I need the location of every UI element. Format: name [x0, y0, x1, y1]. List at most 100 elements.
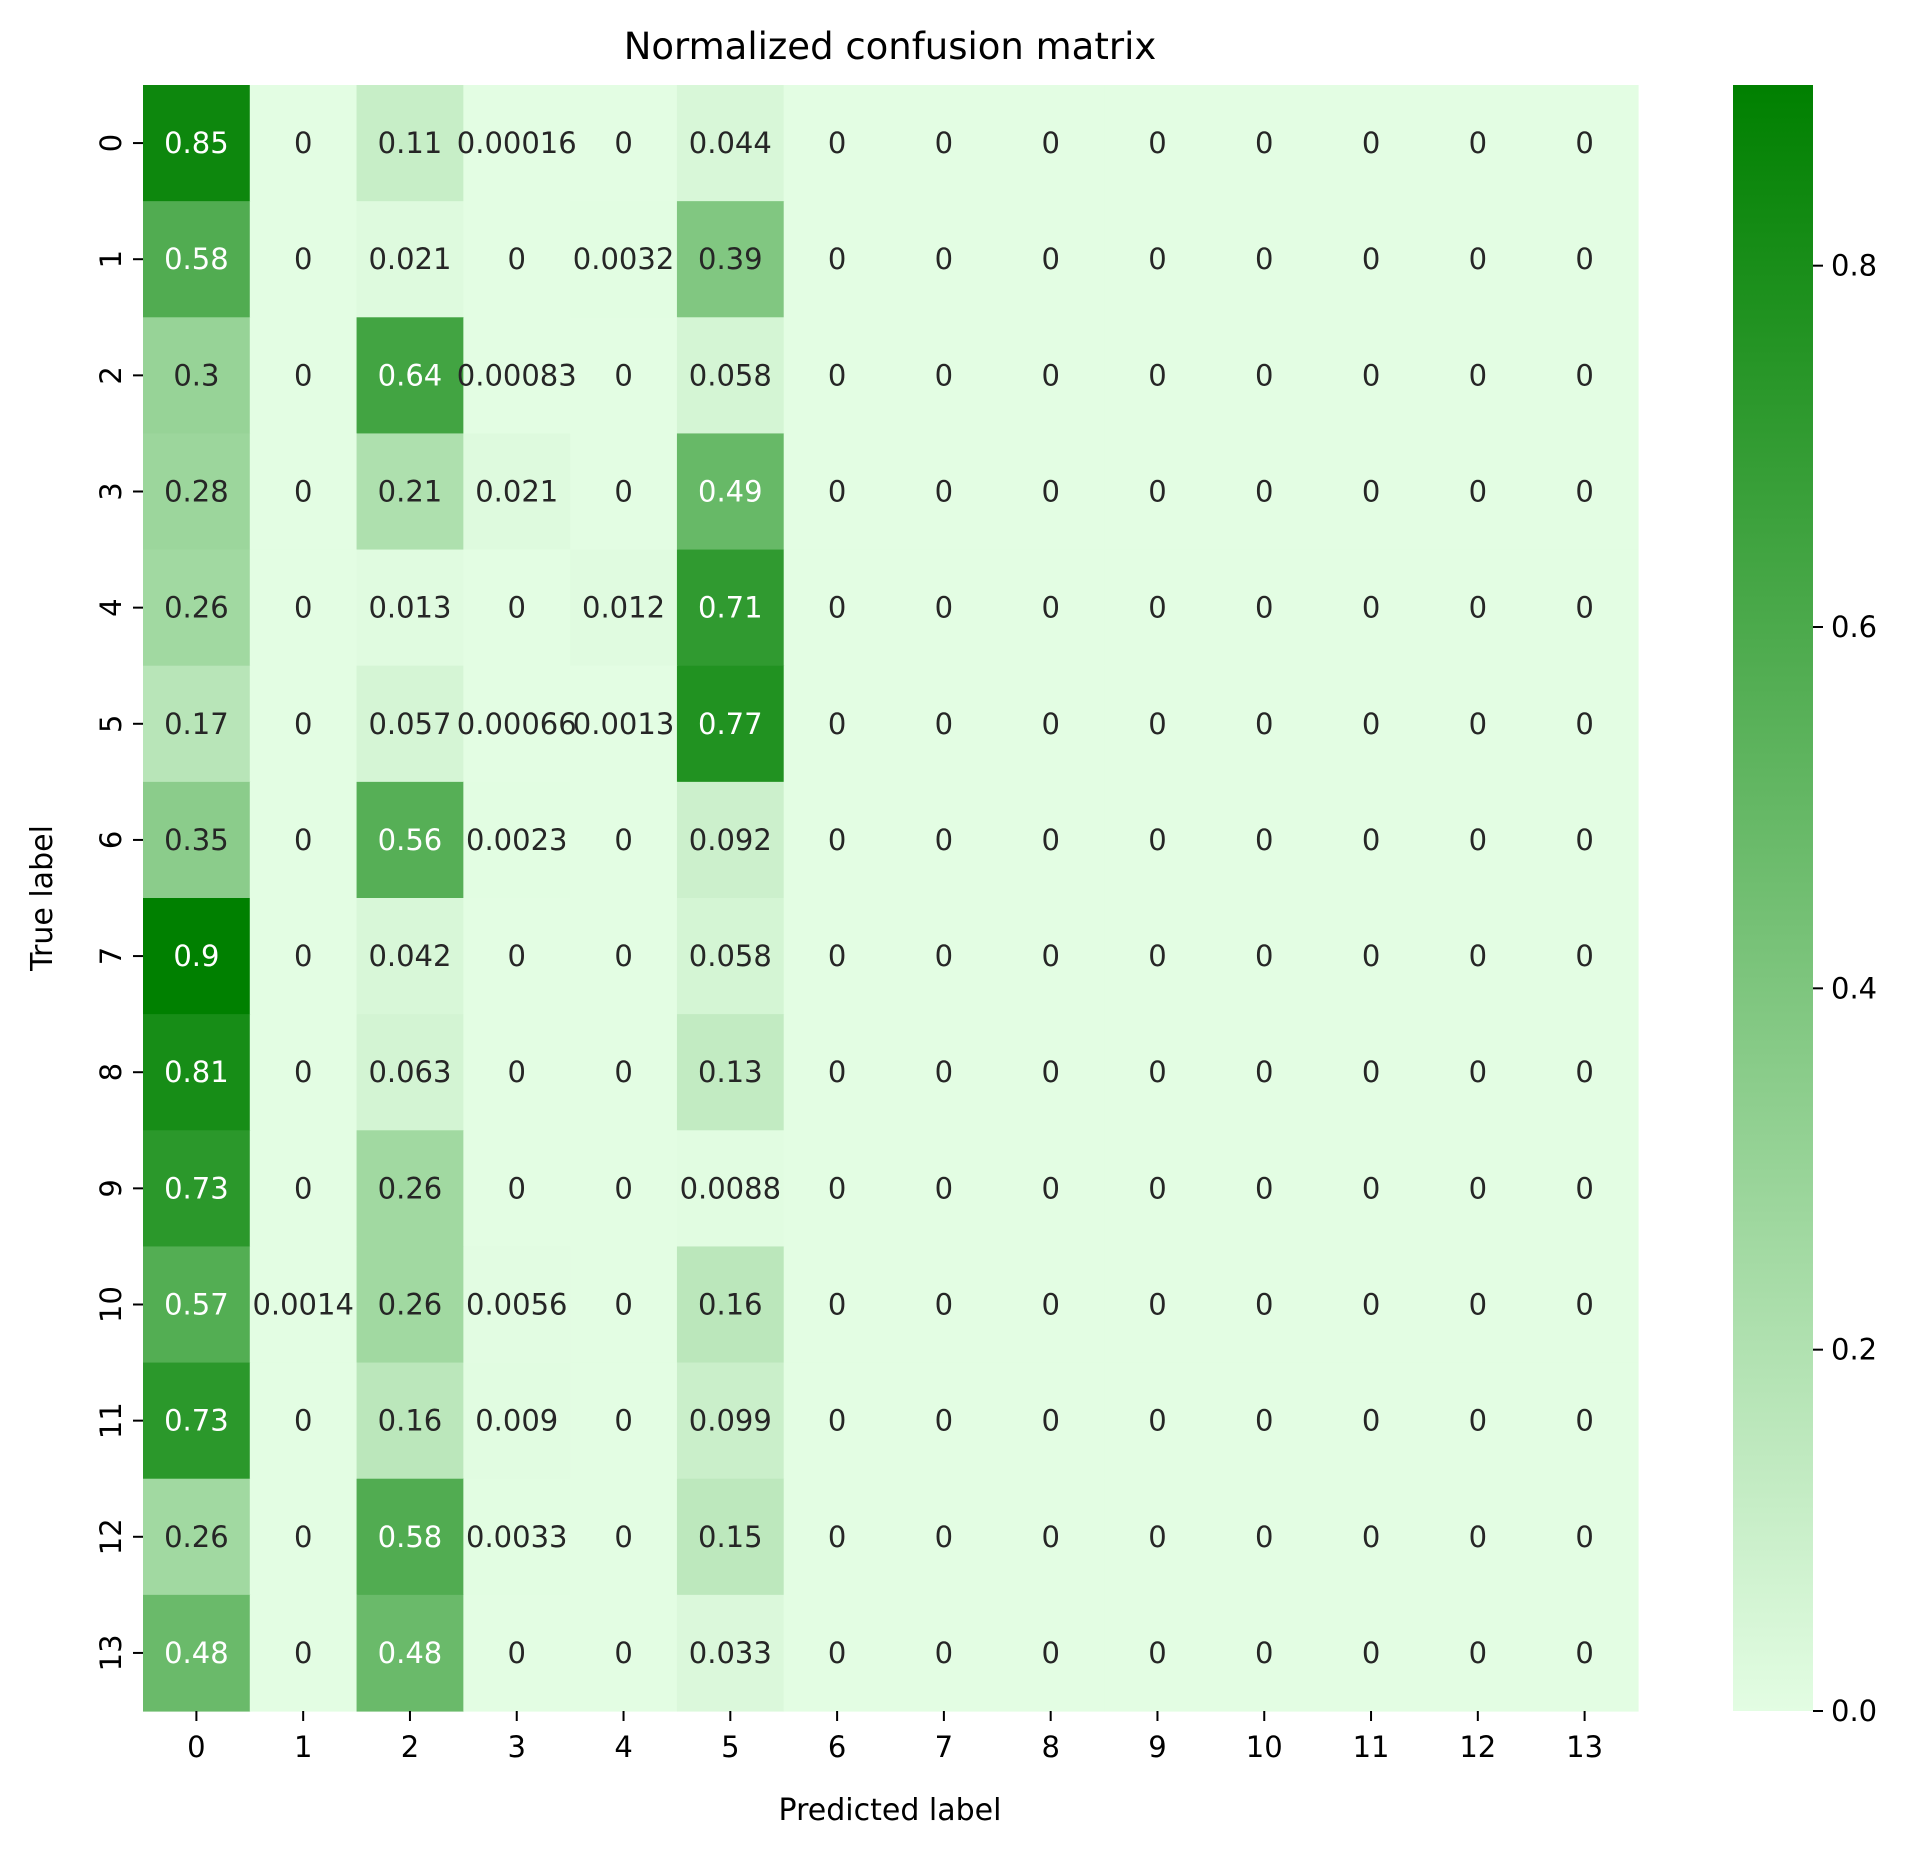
cell-value-label: 0	[614, 1288, 632, 1322]
heatmap-cell	[249, 1478, 358, 1596]
x-axis-label: Predicted label	[779, 1793, 1002, 1828]
heatmap-cell	[249, 898, 358, 1015]
heatmap-cell	[143, 549, 251, 667]
cell-value-label: 0	[935, 475, 953, 509]
cell-value-label: 0	[614, 1520, 632, 1554]
heatmap-cell	[143, 1362, 251, 1480]
heatmap-cell	[676, 549, 785, 667]
cell-value-label: 0	[1575, 823, 1593, 857]
cell-value-label: 0.0088	[680, 1171, 781, 1205]
cell-value-label: 0	[1469, 126, 1487, 160]
cell-value-label: 0.11	[378, 126, 443, 160]
cell-value-label: 0	[1575, 707, 1593, 741]
heatmap-cell	[143, 1246, 251, 1364]
heatmap-cell	[1104, 85, 1212, 202]
cell-value-label: 0.021	[475, 475, 558, 509]
heatmap-cell	[463, 1478, 571, 1596]
heatmap-cell	[356, 201, 464, 318]
x-tick-label: 7	[935, 1730, 953, 1764]
cell-value-label: 0	[1255, 1288, 1273, 1322]
cell-value-label: 0	[1041, 1520, 1059, 1554]
cell-value-label: 0	[614, 939, 632, 973]
cell-value-label: 0	[935, 823, 953, 857]
cell-value-label: 0	[1362, 823, 1380, 857]
heatmap-cell	[463, 665, 571, 783]
heatmap-cell	[143, 665, 251, 783]
heatmap-cell	[1104, 317, 1212, 435]
cell-value-label: 0.00066	[457, 707, 577, 741]
cell-value-label: 0.021	[368, 242, 451, 276]
cell-value-label: 0.0032	[573, 242, 674, 276]
cell-value-label: 0	[1148, 1636, 1166, 1670]
cell-value-label: 0.013	[368, 591, 451, 625]
cell-value-label: 0	[1575, 475, 1593, 509]
heatmap-cell	[783, 781, 892, 899]
heatmap-cell	[143, 1478, 251, 1596]
cell-value-label: 0	[294, 242, 312, 276]
colorbar-tick-label: 0.0	[1831, 1694, 1877, 1728]
cell-value-label: 0	[1362, 1055, 1380, 1089]
cell-value-label: 0.26	[164, 1520, 229, 1554]
cell-value-label: 0	[614, 1171, 632, 1205]
y-tick-label: 5	[94, 715, 128, 733]
cell-value-label: 0	[1041, 939, 1059, 973]
heatmap-cell	[1317, 549, 1426, 667]
cell-value-label: 0	[828, 242, 846, 276]
cell-value-label: 0	[1362, 1404, 1380, 1438]
cell-value-label: 0	[828, 1055, 846, 1089]
cell-value-label: 0	[1148, 126, 1166, 160]
cell-value-label: 0	[1148, 1288, 1166, 1322]
heatmap-cell	[1424, 1130, 1532, 1248]
heatmap-cell	[1210, 433, 1319, 551]
cell-value-label: 0	[508, 939, 526, 973]
heatmap-cell	[676, 85, 785, 202]
cell-value-label: 0.058	[689, 358, 772, 392]
y-tick-label: 7	[94, 947, 128, 965]
cell-value-label: 0	[294, 475, 312, 509]
heatmap-cell	[1531, 1130, 1639, 1248]
cell-value-label: 0.21	[378, 475, 443, 509]
heatmap-cell	[1531, 549, 1639, 667]
heatmap-cell	[997, 898, 1105, 1015]
cell-value-label: 0	[1469, 242, 1487, 276]
heatmap-cell	[890, 1014, 998, 1131]
cell-value-label: 0	[1255, 823, 1273, 857]
cell-value-label: 0	[294, 1055, 312, 1089]
x-tick-label: 9	[1148, 1730, 1166, 1764]
heatmap-cell	[1210, 1014, 1319, 1131]
heatmap-cell	[1424, 549, 1532, 667]
x-tick-label: 10	[1246, 1730, 1283, 1764]
heatmap-cell	[1424, 85, 1532, 202]
x-tick-label: 2	[401, 1730, 419, 1764]
cell-value-label: 0	[294, 1171, 312, 1205]
cell-value-label: 0	[1575, 242, 1593, 276]
cell-value-label: 0	[1362, 1520, 1380, 1554]
cell-value-label: 0	[828, 475, 846, 509]
cell-value-label: 0	[1148, 707, 1166, 741]
cell-value-label: 0	[1575, 1636, 1593, 1670]
cell-value-label: 0	[508, 1171, 526, 1205]
heatmap-cell	[249, 665, 358, 783]
heatmap-cell	[676, 898, 785, 1015]
cell-value-label: 0.39	[698, 242, 763, 276]
y-tick-label: 0	[94, 134, 128, 152]
cell-value-label: 0.9	[173, 939, 219, 973]
heatmap-cell	[890, 1362, 998, 1480]
heatmap-cell	[890, 1594, 998, 1712]
cell-value-label: 0	[1362, 358, 1380, 392]
heatmap-cell	[249, 549, 358, 667]
heatmap-cell	[249, 85, 358, 202]
cell-value-label: 0.3	[173, 358, 219, 392]
cell-value-label: 0	[828, 1171, 846, 1205]
heatmap-cell	[143, 1594, 251, 1712]
heatmap-cell	[1317, 1246, 1426, 1364]
cell-value-label: 0	[1575, 1288, 1593, 1322]
cell-value-label: 0	[508, 1636, 526, 1670]
heatmap-cell	[570, 665, 678, 783]
cell-value-label: 0.16	[698, 1288, 763, 1322]
heatmap-cell	[1104, 1130, 1212, 1248]
heatmap-cell	[1210, 317, 1319, 435]
cell-value-label: 0	[1041, 475, 1059, 509]
cell-value-label: 0	[294, 939, 312, 973]
heatmap-cell	[890, 317, 998, 435]
